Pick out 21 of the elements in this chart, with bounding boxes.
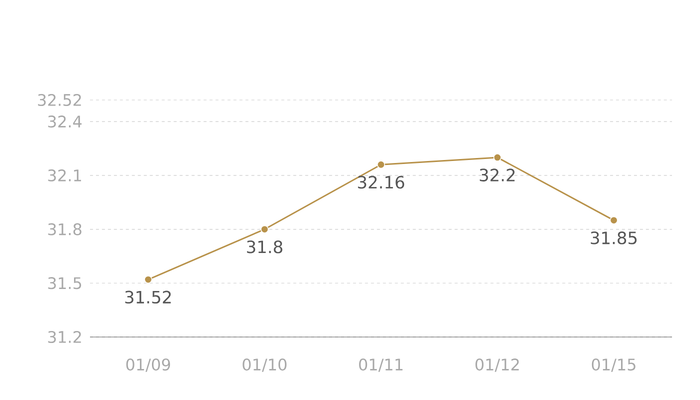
data-label: 32.2 [480,168,515,182]
y-tick-label: 32.52 [38,94,81,106]
x-tick-label: 01/15 [592,358,636,372]
y-tick-label: 31.2 [48,330,81,344]
x-tick-label: 01/12 [475,358,519,372]
y-tick-label: 31.5 [48,277,82,290]
point [493,153,502,162]
data-label: 31.85 [590,231,637,244]
y-tick-label: 31.8 [48,223,82,236]
data-label: 31.8 [247,240,282,254]
point [610,216,618,224]
point [144,276,152,284]
x-tick-label: 01/09 [126,358,170,372]
y-tick-label: 32.1 [48,169,82,182]
point [377,160,386,169]
data-label: 32.16 [358,176,404,189]
point [260,225,269,234]
x-tick-label: 01/11 [359,358,402,372]
data-label: 31.52 [125,290,171,304]
y-tick-label: 32.4 [48,116,82,128]
x-tick-label: 01/10 [242,358,286,372]
